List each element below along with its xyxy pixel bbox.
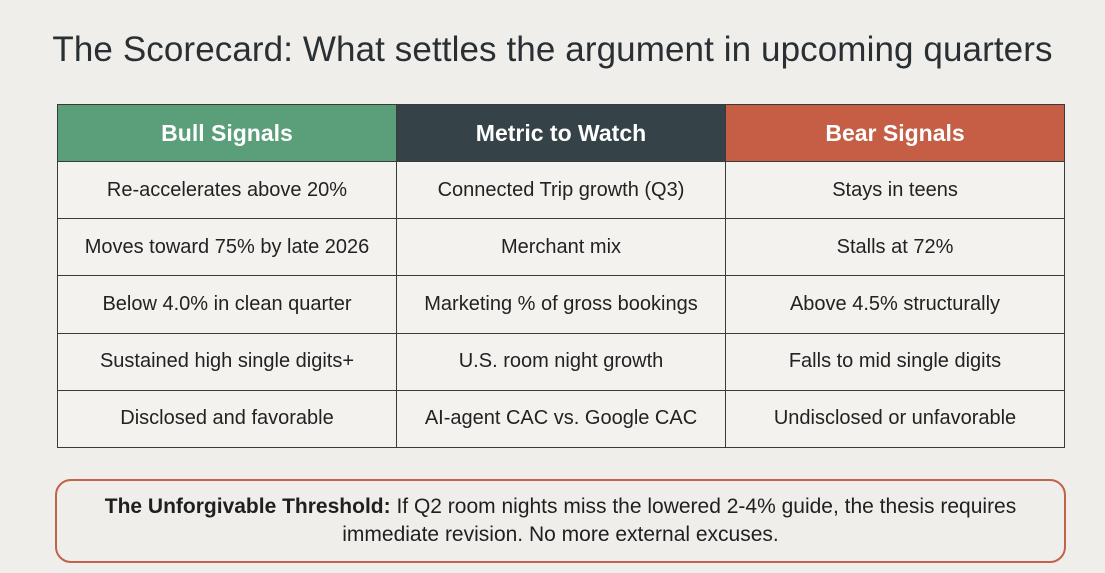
metric-cell: Marketing % of gross bookings [396, 275, 726, 334]
bear-cell: Stays in teens [725, 160, 1065, 220]
table-row: Moves toward 75% by late 2026 Merchant m… [57, 218, 1065, 277]
metric-cell: Merchant mix [396, 218, 726, 277]
page-title: The Scorecard: What settles the argument… [52, 30, 1053, 69]
table-row: Re-accelerates above 20% Connected Trip … [57, 160, 1065, 220]
header-metric-to-watch: Metric to Watch [396, 104, 726, 162]
metric-cell: U.S. room night growth [396, 332, 726, 391]
bear-cell: Stalls at 72% [725, 218, 1065, 277]
scorecard-table: Bull Signals Metric to Watch Bear Signal… [57, 104, 1065, 449]
metric-cell: Connected Trip growth (Q3) [396, 160, 726, 220]
bear-cell: Undisclosed or unfavorable [725, 389, 1065, 449]
threshold-callout: The Unforgivable Threshold: If Q2 room n… [55, 479, 1066, 563]
bull-cell: Re-accelerates above 20% [57, 160, 397, 220]
bull-cell: Disclosed and favorable [57, 389, 397, 449]
metric-cell: AI-agent CAC vs. Google CAC [396, 389, 726, 449]
table-row: Disclosed and favorable AI-agent CAC vs.… [57, 389, 1065, 449]
table-row: Below 4.0% in clean quarter Marketing % … [57, 275, 1065, 334]
bull-cell: Moves toward 75% by late 2026 [57, 218, 397, 277]
header-bear-signals: Bear Signals [725, 104, 1065, 162]
callout-body: If Q2 room nights miss the lowered 2-4% … [342, 495, 1017, 546]
bear-cell: Above 4.5% structurally [725, 275, 1065, 334]
bull-cell: Below 4.0% in clean quarter [57, 275, 397, 334]
header-bull-signals: Bull Signals [57, 104, 397, 162]
bear-cell: Falls to mid single digits [725, 332, 1065, 391]
table-header-row: Bull Signals Metric to Watch Bear Signal… [57, 104, 1065, 162]
callout-text: The Unforgivable Threshold: If Q2 room n… [97, 493, 1024, 549]
callout-label: The Unforgivable Threshold: [104, 495, 391, 518]
bull-cell: Sustained high single digits+ [57, 332, 397, 391]
table-row: Sustained high single digits+ U.S. room … [57, 332, 1065, 391]
